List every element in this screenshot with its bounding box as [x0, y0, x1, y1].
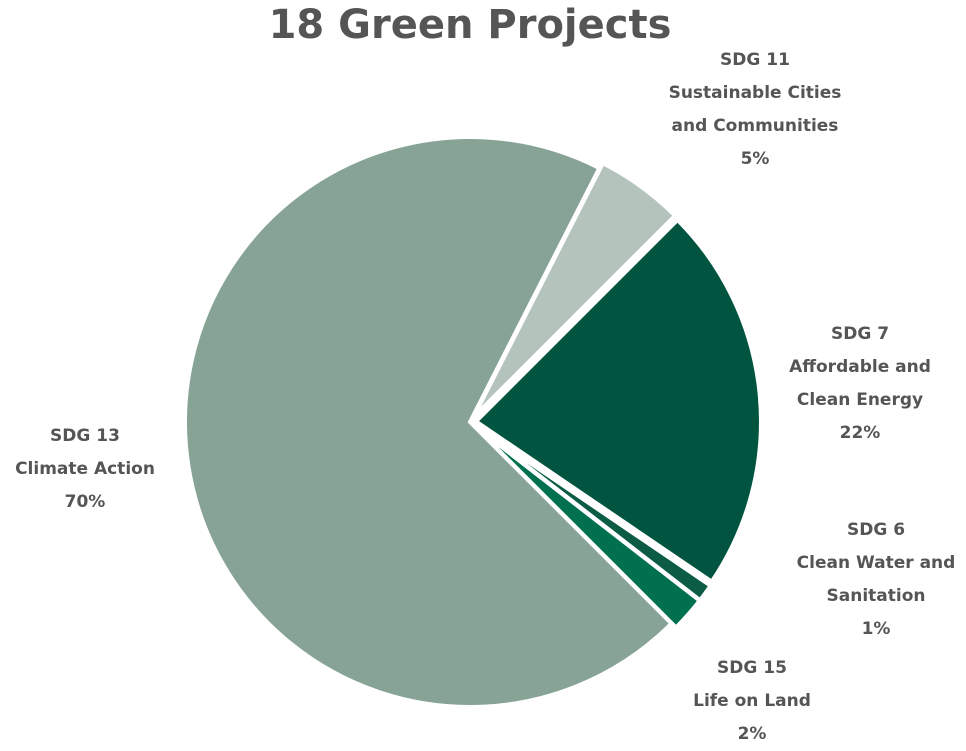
category-label: SDG 11	[720, 50, 790, 70]
pie-slice	[472, 217, 763, 585]
description-label: Life on Land	[693, 691, 811, 711]
value-label: 5%	[740, 149, 770, 169]
category-label: SDG 7	[830, 324, 890, 344]
description-label: Climate Action	[15, 459, 155, 479]
description-label: Sustainable Cities and Communities	[668, 83, 842, 136]
category-label: SDG 13	[50, 426, 120, 446]
slice-label: SDG 15 Life on Land 2%	[652, 652, 852, 751]
value-label: 1%	[861, 619, 891, 639]
chart-title: 18 Green Projects	[268, 2, 672, 48]
pie-slice	[473, 424, 703, 631]
value-label: 2%	[737, 724, 767, 744]
value-label: 70%	[64, 492, 106, 512]
slice-label: SDG 7 Affordable and Clean Energy 22%	[760, 318, 960, 450]
category-label: SDG 6	[846, 520, 906, 540]
slice-label: SDG 11 Sustainable Cities and Communities…	[655, 44, 855, 176]
slice-label: SDG 6 Clean Water and Sanitation 1%	[776, 514, 966, 646]
pie-slice	[183, 135, 675, 709]
pie-slice	[471, 160, 678, 419]
slice-label: SDG 13 Climate Action 70%	[0, 420, 170, 519]
description-label: Clean Water and Sanitation	[796, 553, 956, 606]
description-label: Affordable and Clean Energy	[789, 357, 931, 410]
category-label: SDG 15	[717, 658, 787, 678]
value-label: 22%	[839, 423, 881, 443]
